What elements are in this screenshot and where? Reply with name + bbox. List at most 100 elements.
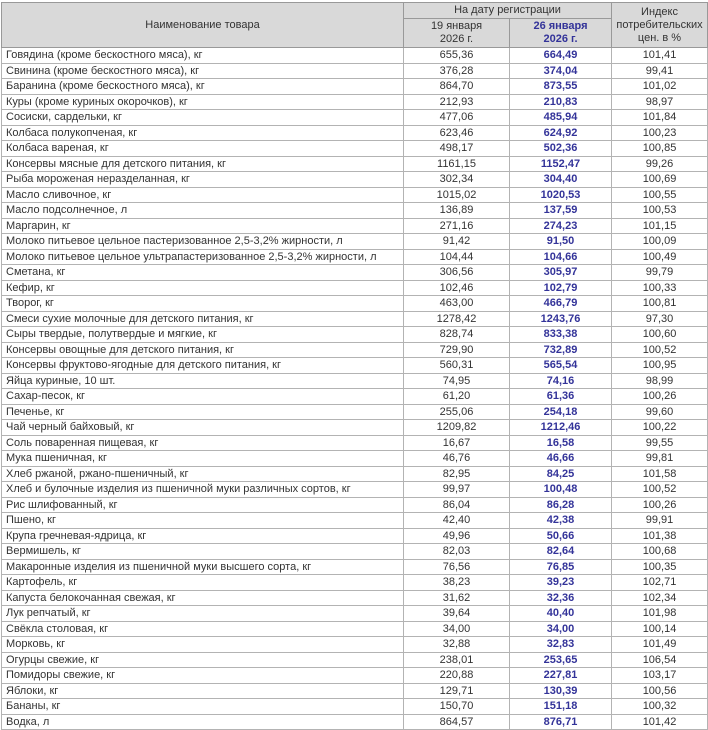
price-index-cell: 100,52 bbox=[611, 481, 708, 498]
column-header-product: Наименование товара bbox=[1, 2, 404, 48]
price-current-cell: 32,36 bbox=[508, 589, 613, 606]
product-name-cell: Говядина (кроме бескостного мяса), кг bbox=[1, 47, 404, 64]
price-prev-cell: 212,93 bbox=[403, 93, 510, 110]
price-prev-cell: 376,28 bbox=[403, 62, 510, 79]
price-index-cell: 106,54 bbox=[611, 651, 708, 668]
table-row: Водка, л 864,57 876,71 101,42 bbox=[1, 713, 708, 730]
price-current-cell: 274,23 bbox=[508, 217, 613, 234]
price-prev-cell: 34,00 bbox=[403, 620, 510, 637]
table-row: Сметана, кг 306,56 305,97 99,79 bbox=[1, 264, 708, 281]
price-index-cell: 100,49 bbox=[611, 248, 708, 265]
table-row: Макаронные изделия из пшеничной муки выс… bbox=[1, 558, 708, 575]
table-row: Вермишель, кг 82,03 82,64 100,68 bbox=[1, 543, 708, 560]
price-prev-cell: 86,04 bbox=[403, 496, 510, 513]
table-row: Колбаса полукопченая, кг 623,46 624,92 1… bbox=[1, 124, 708, 141]
price-current-cell: 91,50 bbox=[508, 233, 613, 250]
product-name-cell: Молоко питьевое цельное ультрапастеризов… bbox=[1, 248, 404, 265]
price-current-cell: 137,59 bbox=[508, 202, 613, 219]
table-row: Печенье, кг 255,06 254,18 99,60 bbox=[1, 403, 708, 420]
column-header-date-prev: 19 января 2026 г. bbox=[403, 18, 510, 48]
column-header-price-index: Индекс потребительских цен. в % bbox=[611, 2, 708, 48]
table-body: Говядина (кроме бескостного мяса), кг 65… bbox=[1, 47, 708, 730]
product-name-cell: Сахар-песок, кг bbox=[1, 388, 404, 405]
price-current-cell: 833,38 bbox=[508, 326, 613, 343]
price-index-cell: 102,71 bbox=[611, 574, 708, 591]
table-row: Яйца куриные, 10 шт. 74,95 74,16 98,99 bbox=[1, 372, 708, 389]
table-row: Огурцы свежие, кг 238,01 253,65 106,54 bbox=[1, 651, 708, 668]
table-row: Говядина (кроме бескостного мяса), кг 65… bbox=[1, 47, 708, 64]
product-name-cell: Водка, л bbox=[1, 713, 404, 730]
price-prev-cell: 238,01 bbox=[403, 651, 510, 668]
price-index-cell: 98,97 bbox=[611, 93, 708, 110]
table-row: Сахар-песок, кг 61,20 61,36 100,26 bbox=[1, 388, 708, 405]
price-index-cell: 100,52 bbox=[611, 341, 708, 358]
product-name-cell: Рыба мороженая неразделанная, кг bbox=[1, 171, 404, 188]
product-name-cell: Смеси сухие молочные для детского питани… bbox=[1, 310, 404, 327]
price-index-cell: 100,23 bbox=[611, 124, 708, 141]
price-current-cell: 40,40 bbox=[508, 605, 613, 622]
price-index-cell: 102,34 bbox=[611, 589, 708, 606]
price-current-cell: 50,66 bbox=[508, 527, 613, 544]
table-row: Сосиски, сардельки, кг 477,06 485,94 101… bbox=[1, 109, 708, 126]
price-index-cell: 99,81 bbox=[611, 450, 708, 467]
price-prev-cell: 655,36 bbox=[403, 47, 510, 64]
header-row-dates: 19 января 2026 г. 26 января 2026 г. bbox=[2, 18, 708, 48]
price-prev-cell: 302,34 bbox=[403, 171, 510, 188]
price-current-cell: 130,39 bbox=[508, 682, 613, 699]
price-current-cell: 1152,47 bbox=[508, 155, 613, 172]
price-index-cell: 97,30 bbox=[611, 310, 708, 327]
price-current-cell: 485,94 bbox=[508, 109, 613, 126]
product-name-cell: Рис шлифованный, кг bbox=[1, 496, 404, 513]
price-prev-cell: 74,95 bbox=[403, 372, 510, 389]
table-row: Маргарин, кг 271,16 274,23 101,15 bbox=[1, 217, 708, 234]
price-index-cell: 100,22 bbox=[611, 419, 708, 436]
table-row: Молоко питьевое цельное пастеризованное … bbox=[1, 233, 708, 250]
price-index-cell: 99,55 bbox=[611, 434, 708, 451]
price-current-cell: 76,85 bbox=[508, 558, 613, 575]
price-prev-cell: 136,89 bbox=[403, 202, 510, 219]
price-current-cell: 42,38 bbox=[508, 512, 613, 529]
price-current-cell: 502,36 bbox=[508, 140, 613, 157]
price-index-cell: 100,32 bbox=[611, 698, 708, 715]
price-prev-cell: 82,03 bbox=[403, 543, 510, 560]
price-index-cell: 100,33 bbox=[611, 279, 708, 296]
price-index-cell: 99,91 bbox=[611, 512, 708, 529]
table-row: Творог, кг 463,00 466,79 100,81 bbox=[1, 295, 708, 312]
column-group-registration-date: На дату регистрации bbox=[402, 2, 613, 19]
price-prev-cell: 623,46 bbox=[403, 124, 510, 141]
product-name-cell: Хлеб и булочные изделия из пшеничной мук… bbox=[1, 481, 404, 498]
price-prev-cell: 220,88 bbox=[403, 667, 510, 684]
table-row: Масло сливочное, кг 1015,02 1020,53 100,… bbox=[1, 186, 708, 203]
product-name-cell: Макаронные изделия из пшеничной муки выс… bbox=[1, 558, 404, 575]
price-current-cell: 74,16 bbox=[508, 372, 613, 389]
price-prev-cell: 560,31 bbox=[403, 357, 510, 374]
price-prev-cell: 864,70 bbox=[403, 78, 510, 95]
price-prev-cell: 16,67 bbox=[403, 434, 510, 451]
product-name-cell: Маргарин, кг bbox=[1, 217, 404, 234]
price-index-cell: 101,98 bbox=[611, 605, 708, 622]
price-index-cell: 99,26 bbox=[611, 155, 708, 172]
price-prev-cell: 39,64 bbox=[403, 605, 510, 622]
table-row: Колбаса вареная, кг 498,17 502,36 100,85 bbox=[1, 140, 708, 157]
price-current-cell: 210,83 bbox=[508, 93, 613, 110]
table-row: Смеси сухие молочные для детского питани… bbox=[1, 310, 708, 327]
product-name-cell: Куры (кроме куриных окорочков), кг bbox=[1, 93, 404, 110]
product-name-cell: Сыры твердые, полутвердые и мягкие, кг bbox=[1, 326, 404, 343]
table-row: Помидоры свежие, кг 220,88 227,81 103,17 bbox=[1, 667, 708, 684]
price-index-cell: 100,69 bbox=[611, 171, 708, 188]
price-prev-cell: 306,56 bbox=[403, 264, 510, 281]
product-name-cell: Масло сливочное, кг bbox=[1, 186, 404, 203]
product-name-cell: Огурцы свежие, кг bbox=[1, 651, 404, 668]
table-row: Куры (кроме куриных окорочков), кг 212,9… bbox=[1, 93, 708, 110]
table-row: Чай черный байховый, кг 1209,82 1212,46 … bbox=[1, 419, 708, 436]
table-row: Молоко питьевое цельное ультрапастеризов… bbox=[1, 248, 708, 265]
price-index-cell: 103,17 bbox=[611, 667, 708, 684]
product-name-cell: Консервы овощные для детского питания, к… bbox=[1, 341, 404, 358]
column-header-date-current: 26 января 2026 г. bbox=[508, 18, 613, 48]
price-index-cell: 100,81 bbox=[611, 295, 708, 312]
price-current-cell: 664,49 bbox=[508, 47, 613, 64]
product-name-cell: Крупа гречневая-ядрица, кг bbox=[1, 527, 404, 544]
price-prev-cell: 61,20 bbox=[403, 388, 510, 405]
price-current-cell: 86,28 bbox=[508, 496, 613, 513]
